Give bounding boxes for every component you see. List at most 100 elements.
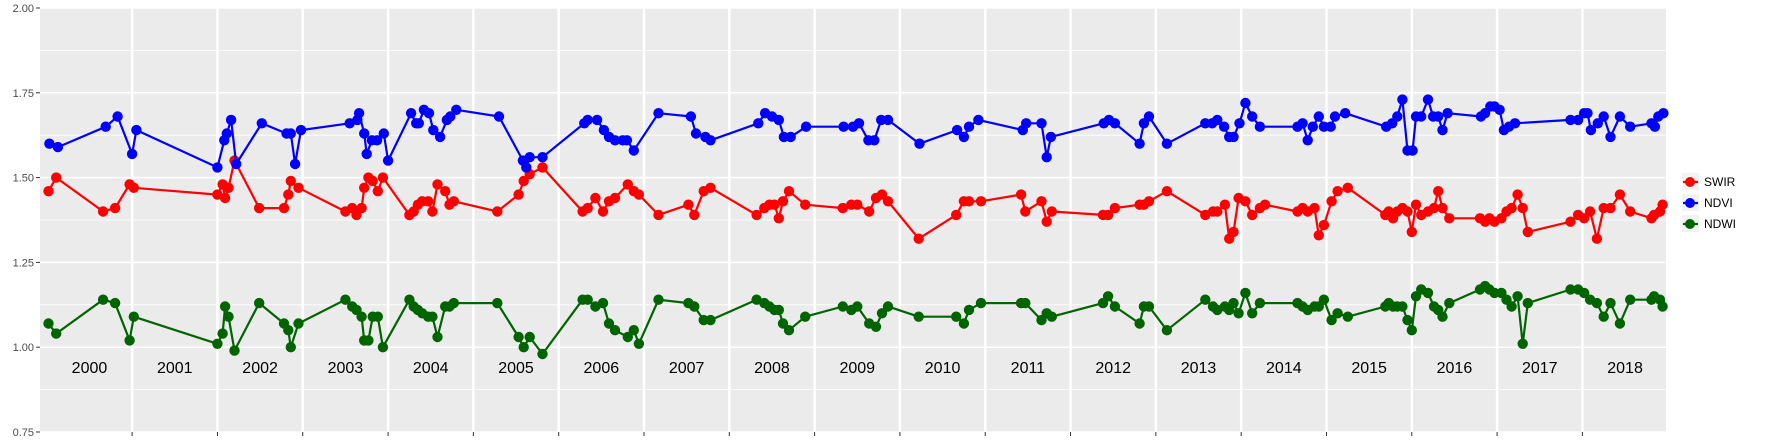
- data-point-ndvi: [1614, 111, 1626, 122]
- data-point-ndvi: [1134, 138, 1145, 149]
- data-point-swir: [913, 233, 924, 244]
- data-point-ndvi: [773, 114, 784, 126]
- data-point-swir: [432, 179, 443, 190]
- data-point-ndwi: [223, 311, 234, 322]
- data-point-swir: [852, 199, 863, 210]
- data-point-ndvi: [1658, 108, 1669, 119]
- data-point-swir: [43, 186, 54, 197]
- data-point-ndvi: [963, 121, 975, 132]
- data-point-ndvi: [1598, 111, 1609, 122]
- data-point-ndvi: [285, 128, 296, 139]
- data-point-swir: [492, 206, 503, 217]
- y-tick-label: 1.25: [13, 257, 34, 269]
- data-point-ndvi: [434, 131, 446, 143]
- data-point-ndvi: [973, 114, 984, 126]
- y-tick-label: 1.75: [13, 88, 34, 100]
- data-point-ndwi: [1342, 311, 1354, 322]
- data-point-swir: [689, 209, 700, 221]
- legend-label: SWIR: [1704, 175, 1736, 189]
- data-point-ndvi: [1329, 111, 1341, 122]
- data-point-ndwi: [1397, 301, 1408, 312]
- data-point-ndwi: [1437, 311, 1448, 322]
- data-point-swir: [128, 182, 139, 193]
- data-point-swir: [582, 202, 593, 214]
- data-point-ndwi: [913, 311, 924, 322]
- data-point-ndvi: [428, 124, 439, 136]
- data-point-ndvi: [1392, 111, 1403, 122]
- data-point-ndwi: [1657, 301, 1668, 312]
- year-label: 2001: [157, 360, 193, 377]
- data-point-ndwi: [1605, 297, 1616, 309]
- data-point-ndvi: [785, 131, 796, 143]
- data-point-ndwi: [492, 297, 503, 309]
- data-point-ndvi: [359, 128, 370, 139]
- data-point-ndvi: [256, 118, 267, 129]
- data-point-swir: [1228, 226, 1239, 238]
- data-point-ndvi: [100, 121, 111, 132]
- legend-item-ndwi: NDWI: [1682, 215, 1736, 232]
- data-point-swir: [448, 196, 459, 207]
- data-point-ndvi: [126, 148, 138, 160]
- data-point-ndwi: [1020, 297, 1031, 309]
- data-point-ndvi: [212, 162, 223, 173]
- data-point-ndwi: [1240, 287, 1251, 299]
- year-label: 2014: [1266, 360, 1302, 377]
- data-point-ndvi: [705, 135, 716, 146]
- data-point-ndwi: [109, 297, 121, 309]
- data-point-ndvi: [582, 114, 593, 126]
- data-point-ndvi: [405, 108, 417, 119]
- data-point-ndvi: [869, 135, 880, 146]
- data-point-ndwi: [124, 335, 135, 346]
- data-point-ndwi: [597, 297, 609, 309]
- data-point-ndwi: [432, 331, 443, 343]
- data-point-swir: [1212, 206, 1223, 217]
- data-point-ndwi: [1332, 308, 1343, 319]
- data-point-ndvi: [1509, 118, 1521, 129]
- data-point-swir: [1433, 186, 1444, 197]
- data-point-ndvi: [853, 118, 865, 129]
- data-point-ndvi: [951, 124, 963, 136]
- data-point-ndwi: [1565, 284, 1576, 295]
- data-point-swir: [1406, 226, 1418, 238]
- data-point-ndwi: [1143, 301, 1155, 312]
- data-point-ndwi: [975, 297, 987, 309]
- data-point-ndvi: [1020, 118, 1032, 129]
- data-point-ndwi: [689, 301, 700, 312]
- data-point-ndwi: [1318, 294, 1330, 305]
- data-point-ndvi: [1212, 114, 1223, 126]
- data-point-swir: [97, 206, 109, 217]
- series-ndwi: [43, 280, 1668, 360]
- data-point-swir: [882, 196, 894, 207]
- y-tick-label: 0.75: [13, 427, 34, 439]
- data-point-swir: [751, 209, 762, 221]
- data-point-ndvi: [1494, 104, 1505, 116]
- data-point-ndwi: [622, 331, 633, 343]
- data-point-ndwi: [870, 321, 882, 332]
- data-point-ndwi: [1578, 287, 1590, 299]
- data-point-swir: [609, 192, 621, 204]
- data-point-ndwi: [513, 331, 524, 343]
- data-point-swir: [1625, 206, 1636, 217]
- data-point-swir: [1437, 202, 1448, 214]
- data-point-swir: [1015, 189, 1027, 200]
- data-point-ndvi: [653, 108, 664, 119]
- data-point-ndvi: [685, 111, 697, 122]
- data-point-ndvi: [1143, 111, 1155, 122]
- data-point-ndwi: [212, 338, 223, 349]
- data-point-swir: [1109, 202, 1121, 214]
- year-label: 2007: [669, 360, 705, 377]
- data-point-swir: [254, 202, 265, 214]
- year-label: 2013: [1181, 360, 1217, 377]
- data-point-swir: [367, 175, 378, 187]
- data-point-ndwi: [603, 318, 615, 329]
- year-label: 2002: [242, 360, 278, 377]
- series-ndvi: [44, 94, 1669, 173]
- data-point-ndwi: [1522, 297, 1534, 309]
- data-point-ndwi: [773, 304, 784, 316]
- data-point-ndwi: [43, 318, 54, 329]
- data-point-ndwi: [1233, 308, 1244, 319]
- data-point-ndvi: [537, 152, 548, 163]
- data-point-ndvi: [1234, 118, 1245, 129]
- data-point-ndvi: [1307, 121, 1319, 132]
- data-point-swir: [1143, 196, 1155, 207]
